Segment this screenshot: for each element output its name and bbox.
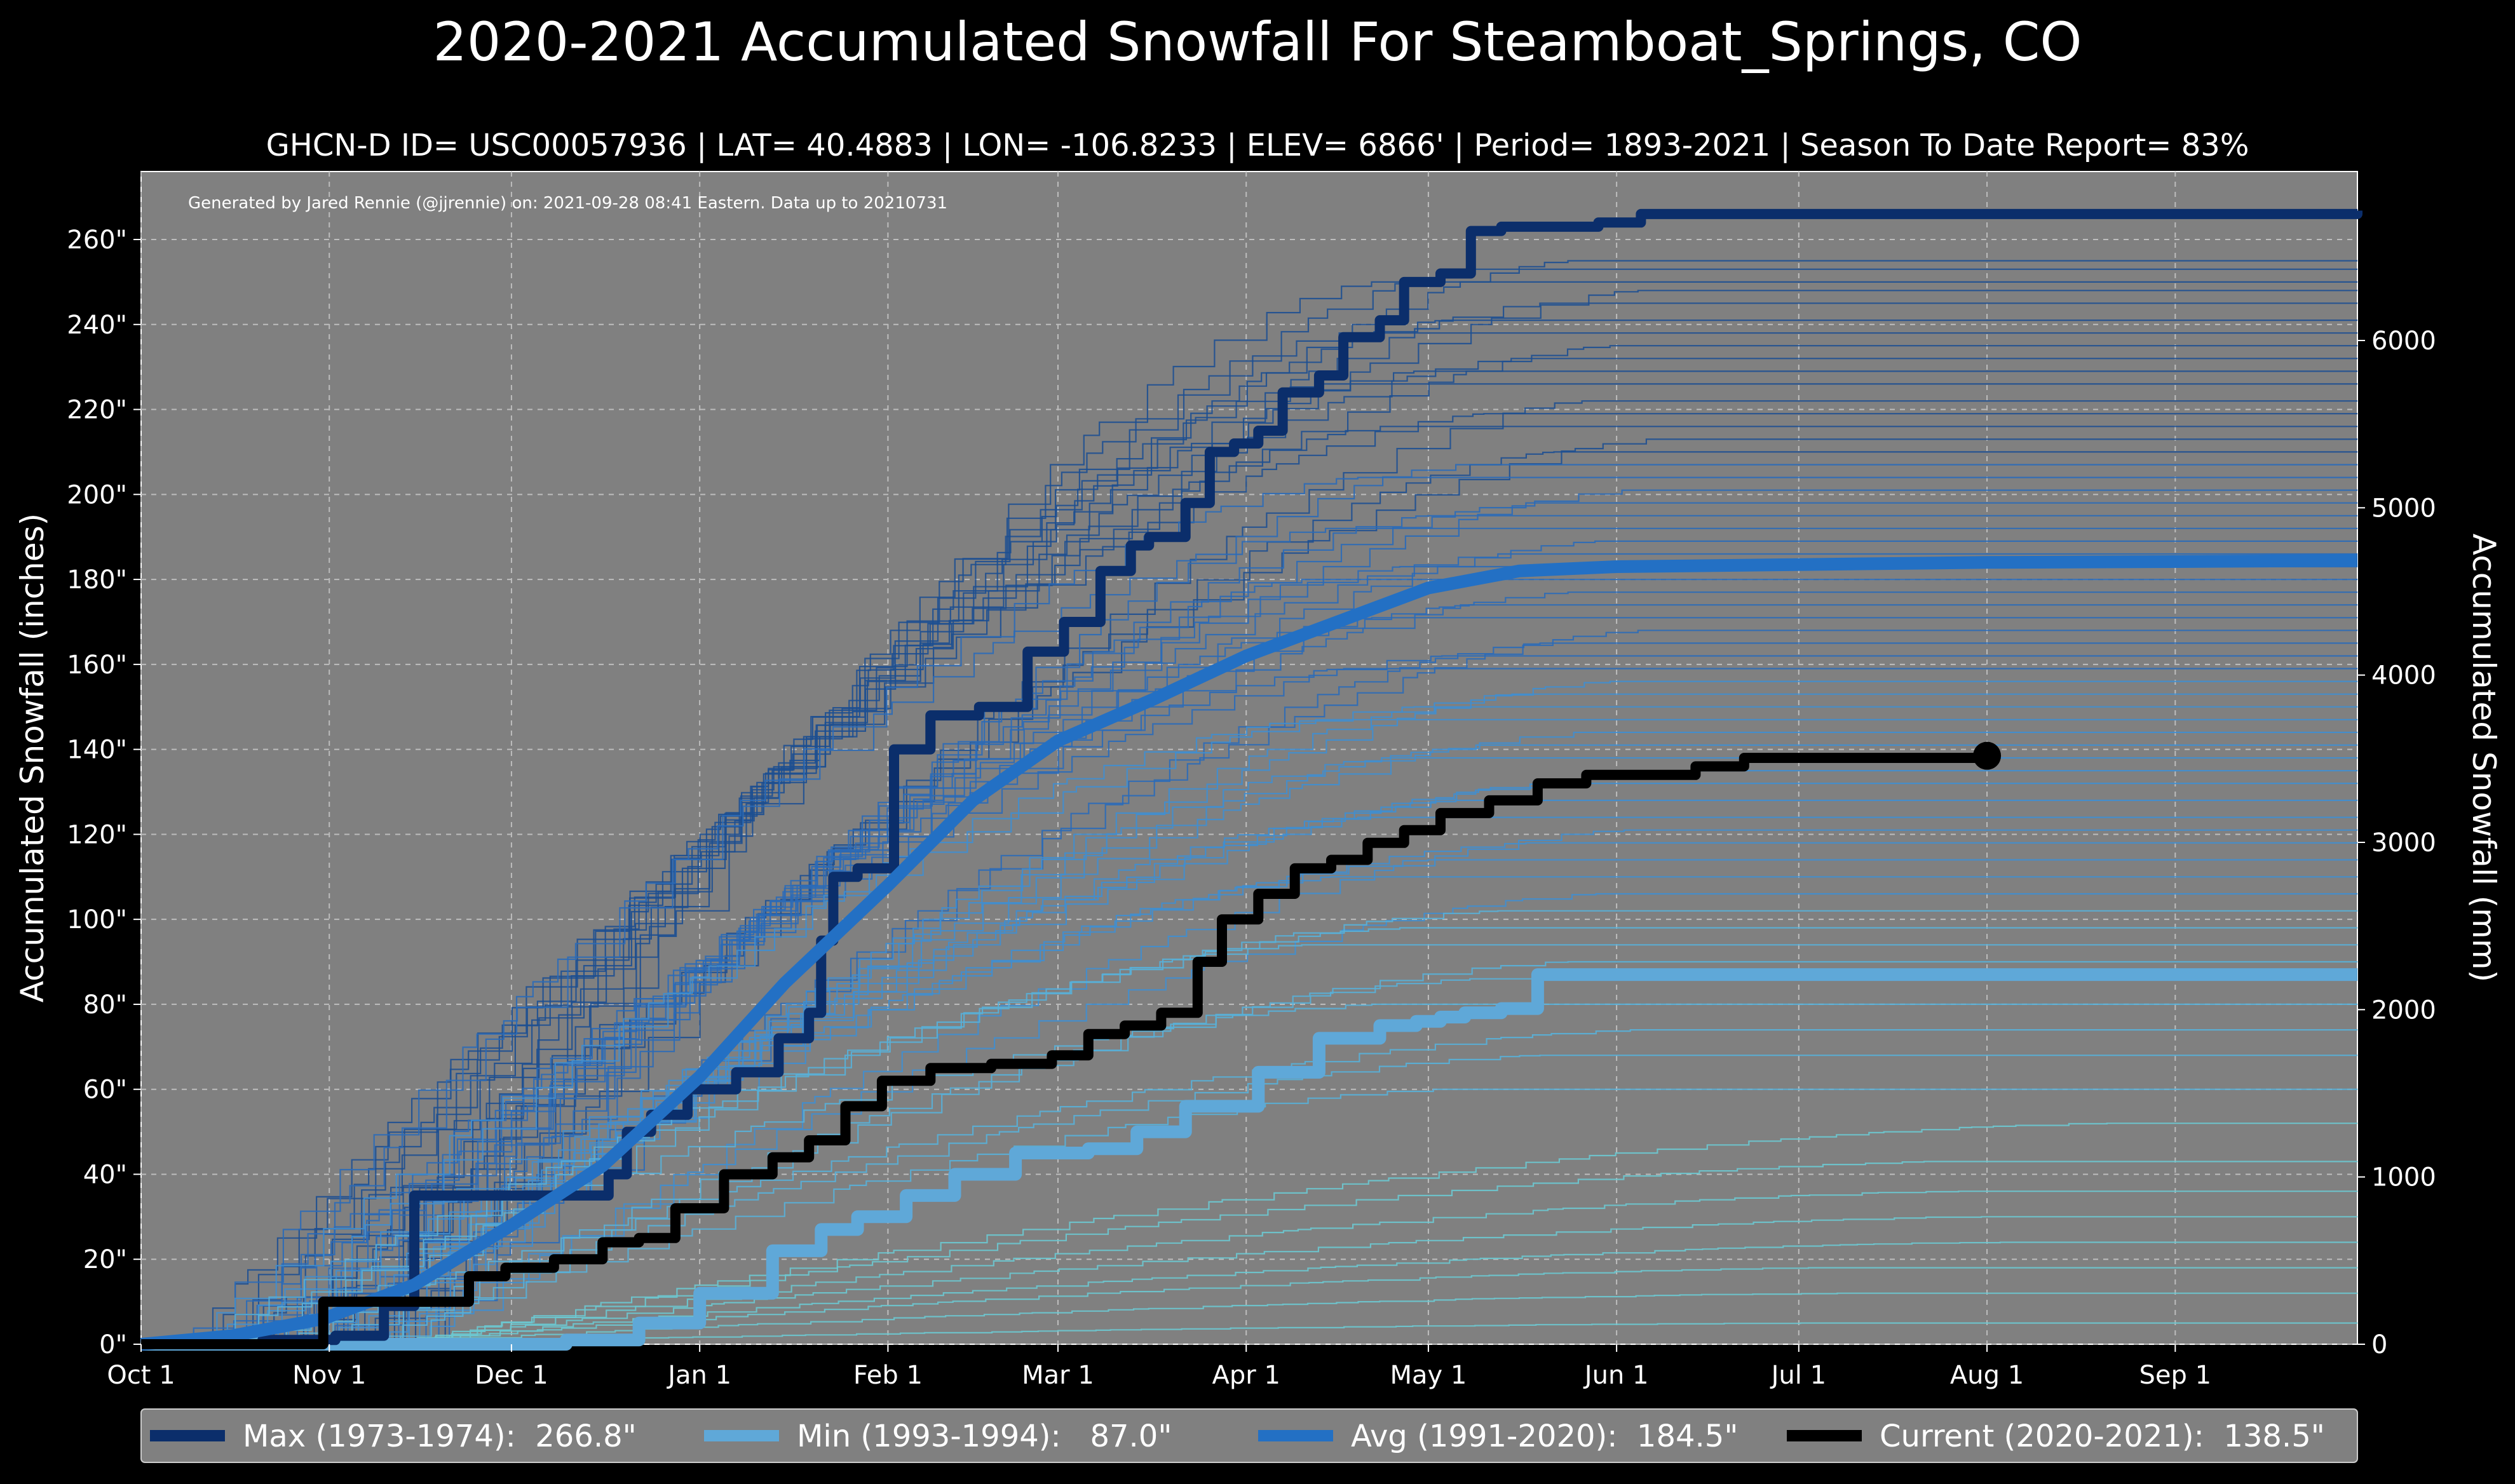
y-axis-title: Accumulated Snowfall (inches) <box>14 513 51 1002</box>
history-season-line <box>141 1029 2357 1346</box>
current-series-line <box>141 753 1993 1349</box>
history-season-line <box>141 281 2357 1346</box>
y-tick-label: 80" <box>83 990 127 1020</box>
history-season-line <box>141 757 2357 1346</box>
y-tick-label: 120" <box>67 820 127 849</box>
history-season-line <box>141 591 2357 1346</box>
y-tick-label: 160" <box>67 651 127 680</box>
y-tick-label: 180" <box>67 565 127 595</box>
x-tick-label: Nov 1 <box>292 1361 366 1390</box>
y2-tick-label: 0 <box>2371 1330 2387 1359</box>
x-tick-label: Dec 1 <box>475 1361 548 1390</box>
history-season-line <box>141 332 2357 1346</box>
history-season-line <box>141 718 2357 1346</box>
highlight-series <box>140 208 2362 1351</box>
x-tick-label: Jun 1 <box>1583 1361 1649 1390</box>
history-season-line <box>141 617 2357 1346</box>
history-season-line <box>141 527 2357 1346</box>
x-tick-label: Sep 1 <box>2139 1361 2212 1390</box>
y-tick-label: 220" <box>67 396 127 425</box>
max-series-line <box>141 208 2362 1349</box>
avg-legend-label: Avg (1991-2020): 184.5" <box>1351 1419 1738 1454</box>
history-season-line <box>141 1123 2357 1346</box>
y2-tick-label: 2000 <box>2371 995 2436 1025</box>
x-tick-label: Apr 1 <box>1212 1361 1280 1390</box>
y2-tick-label: 1000 <box>2371 1163 2436 1192</box>
history-season-line <box>141 438 2357 1346</box>
current-legend-label: Current (2020-2021): 138.5" <box>1880 1419 2325 1454</box>
history-season-line <box>141 451 2357 1346</box>
history-season-line <box>141 320 2357 1346</box>
x-tick-label: May 1 <box>1390 1361 1467 1390</box>
history-season-line <box>141 476 2357 1346</box>
history-season-line <box>141 1088 2357 1346</box>
y2-axis-ticks: 0 1000 2000 3000 4000 5000 6000 <box>2357 327 2436 1359</box>
history-season-line <box>141 1216 2357 1346</box>
history-season-line <box>141 630 2357 1346</box>
history-season-line <box>141 383 2357 1346</box>
history-season-line <box>141 706 2357 1346</box>
x-tick-label: Oct 1 <box>107 1361 175 1390</box>
history-season-line <box>141 642 2357 1346</box>
y-tick-label: 140" <box>67 736 127 765</box>
history-season-line <box>141 910 2357 1346</box>
x-axis-ticks: Oct 1 Nov 1 Dec 1 Jan 1 Feb 1 Mar 1 Apr 1 May 1… <box>107 1344 2211 1390</box>
min-series-line <box>141 968 2357 1351</box>
chart-title: 2020-2021 Accumulated Snowfall For Steam… <box>433 11 2082 73</box>
y-tick-label: 240" <box>67 311 127 340</box>
x-tick-label: Feb 1 <box>853 1361 923 1390</box>
history-season-line <box>141 1267 2357 1346</box>
y-tick-label: 260" <box>67 226 127 255</box>
y-tick-label: 200" <box>67 480 127 509</box>
x-tick-label: Mar 1 <box>1022 1361 1094 1390</box>
history-season-line <box>141 1161 2357 1346</box>
history-season-line <box>141 1292 2357 1346</box>
y-tick-label: 40" <box>83 1160 127 1189</box>
history-season-line <box>141 413 2357 1346</box>
y-tick-label: 20" <box>83 1245 127 1274</box>
y-tick-label: 0" <box>99 1330 127 1359</box>
current-end-marker <box>1973 741 2002 770</box>
legend-box <box>140 1408 2358 1463</box>
history-season-line <box>141 927 2357 1346</box>
x-tick-label: Aug 1 <box>1950 1361 2024 1390</box>
x-tick-label: Jul 1 <box>1770 1361 1826 1390</box>
history-season-line <box>141 502 2357 1346</box>
y-axis-ticks: 0" 20" 40" 60" 80" 100" 120" 140" 160" 180" 200" 22… <box>67 226 141 1359</box>
history-season-line <box>141 655 2357 1346</box>
max-legend-label: Max (1973-1974): 266.8" <box>243 1419 637 1454</box>
history-season-line <box>141 553 2357 1346</box>
history-season-line <box>141 842 2357 1346</box>
history-season-line <box>141 770 2357 1346</box>
y2-tick-label: 6000 <box>2371 327 2436 356</box>
history-season-line <box>141 515 2357 1346</box>
x-tick-label: Jan 1 <box>666 1361 731 1390</box>
history-season-line <box>141 829 2357 1346</box>
y-tick-label: 60" <box>83 1076 127 1105</box>
credit-text: Generated by Jared Rennie (@jjrennie) on… <box>188 194 947 213</box>
history-season-line <box>141 604 2357 1346</box>
y2-axis-title: Accumulated Snowfall (mm) <box>2465 534 2502 982</box>
history-season-line <box>141 426 2357 1346</box>
min-legend-label: Min (1993-1994): 87.0" <box>797 1419 1172 1454</box>
history-season-line <box>141 680 2357 1346</box>
y2-tick-label: 5000 <box>2371 494 2436 523</box>
y-tick-label: 100" <box>67 905 127 934</box>
history-season-line <box>141 978 2357 1346</box>
legend: Max (1973-1974): 266.8" Min (1993-1994): … <box>150 1419 2325 1454</box>
y2-tick-label: 4000 <box>2371 661 2436 691</box>
y2-tick-label: 3000 <box>2371 828 2436 858</box>
avg-series-line <box>140 554 2358 1351</box>
history-season-line <box>141 370 2357 1346</box>
chart-subtitle: GHCN-D ID= USC00057936 | LAT= 40.4883 | … <box>266 128 2249 163</box>
